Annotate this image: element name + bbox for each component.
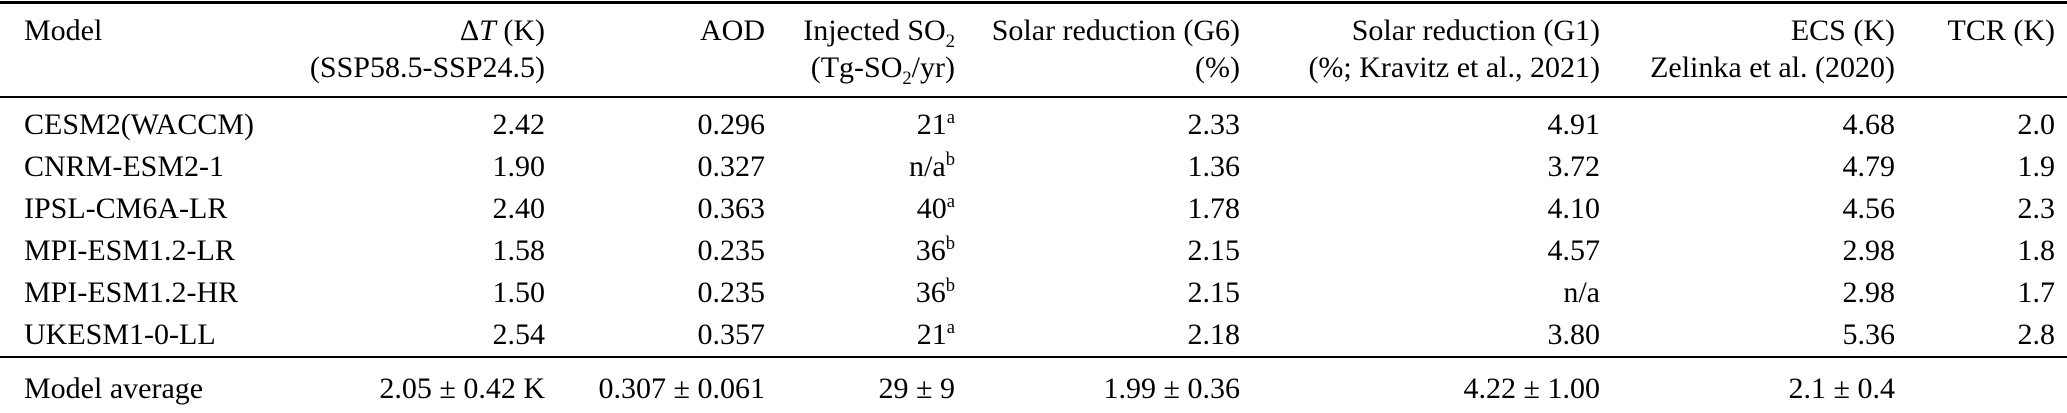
cell-ecs: 2.98 <box>1842 234 1896 267</box>
header-row: Model ΔT (K) (SSP58.5-SSP24.5) AOD Injec… <box>0 2 2067 98</box>
table-row-ukesm1-0-ll: UKESM1-0-LL 2.54 0.357 21a 2.18 3.80 5.3… <box>0 314 2067 357</box>
table-row-mpi-esm1-2-hr: MPI-ESM1.2-HR 1.50 0.235 36b 2.15 n/a 2.… <box>0 272 2067 314</box>
cell-aod: 0.357 <box>697 318 766 351</box>
cell-ecs: 5.36 <box>1842 318 1896 351</box>
cell-delta-t: 2.54 <box>492 318 546 351</box>
cell-tcr: 1.9 <box>2017 150 2056 183</box>
header-line1: ECS (K) <box>1790 14 1895 47</box>
cell-model: UKESM1-0-LL <box>24 318 216 351</box>
column-header-injected-so2: Injected SO2 (Tg-SO2/yr) <box>765 2 955 98</box>
header-line1: Model <box>24 14 103 47</box>
cell-solar-reduction-g6: 2.15 <box>1187 234 1241 267</box>
header-line1: Solar reduction (G6) <box>991 14 1240 47</box>
cell-injected-so2: 29 ± 9 <box>765 356 955 413</box>
column-header-aod: AOD <box>545 2 765 98</box>
header-line2: (Tg-SO2/yr) <box>810 51 955 89</box>
cell-solar-reduction-g6: 1.36 <box>1187 150 1241 183</box>
column-header-ecs: ECS (K) Zelinka et al. (2020) <box>1600 2 1895 98</box>
cell-tcr: 2.3 <box>2017 192 2056 225</box>
cell-solar-reduction-g6: 2.33 <box>1187 108 1241 141</box>
cell-ecs: 4.68 <box>1842 108 1896 141</box>
cell-model: IPSL-CM6A-LR <box>24 192 228 225</box>
cell-delta-t: 2.40 <box>492 192 546 225</box>
cell-injected-so2: 36b <box>915 275 955 309</box>
cell-injected-so2: 21a <box>916 107 955 141</box>
cell-injected-so2: 40a <box>916 191 955 225</box>
cell-tcr: 2.0 <box>2017 108 2056 141</box>
cell-solar-reduction-g1: 4.10 <box>1547 192 1601 225</box>
table-header: Model ΔT (K) (SSP58.5-SSP24.5) AOD Injec… <box>0 2 2067 98</box>
cell-solar-reduction-g1: 4.91 <box>1547 108 1601 141</box>
cell-solar-reduction-g6: 2.15 <box>1187 276 1241 309</box>
column-header-solar-reduction-g1: Solar reduction (G1) (%; Kravitz et al.,… <box>1240 2 1600 98</box>
cell-delta-t: 2.05 ± 0.42 K <box>295 356 545 413</box>
cell-tcr: 1.8 <box>2017 234 2056 267</box>
cell-injected-so2: 21a <box>916 317 955 351</box>
header-line1: Solar reduction (G1) <box>1351 14 1600 47</box>
cell-aod: 0.235 <box>697 276 766 309</box>
cell-tcr: 1.7 <box>2017 276 2056 309</box>
table-row-mpi-esm1-2-lr: MPI-ESM1.2-LR 1.58 0.235 36b 2.15 4.57 2… <box>0 230 2067 272</box>
cell-solar-reduction-g1: n/a <box>1563 276 1600 309</box>
header-line2: (%) <box>1195 51 1240 84</box>
cell-ecs: 4.56 <box>1842 192 1896 225</box>
cell-aod: 0.235 <box>697 234 766 267</box>
table-row-model-average: Model average 2.05 ± 0.42 K 0.307 ± 0.06… <box>0 356 2067 413</box>
cell-solar-reduction-g1: 4.57 <box>1547 234 1601 267</box>
header-line1: ΔT (K) <box>459 14 545 47</box>
cell-ecs: 2.1 ± 0.4 <box>1600 356 1895 413</box>
header-line1: Injected SO2 <box>803 14 955 52</box>
cell-ecs: 4.79 <box>1842 150 1896 183</box>
table-row-cnrm-esm2-1: CNRM-ESM2-1 1.90 0.327 n/ab 1.36 3.72 4.… <box>0 146 2067 188</box>
cell-solar-reduction-g6: 1.78 <box>1187 192 1241 225</box>
cell-delta-t: 1.58 <box>492 234 546 267</box>
cell-solar-reduction-g1: 3.72 <box>1547 150 1601 183</box>
header-line2: (%; Kravitz et al., 2021) <box>1308 51 1600 84</box>
cell-ecs: 2.98 <box>1842 276 1896 309</box>
header-line2: Zelinka et al. (2020) <box>1650 51 1895 84</box>
cell-aod: 0.327 <box>697 150 766 183</box>
cell-model: CNRM-ESM2-1 <box>24 150 225 183</box>
header-line2 <box>1895 49 2055 86</box>
cell-tcr: 2.8 <box>2017 318 2056 351</box>
cell-model: Model average <box>0 356 295 413</box>
cell-delta-t: 1.50 <box>492 276 546 309</box>
header-line1: AOD <box>700 14 765 47</box>
header-line1: TCR (K) <box>1947 14 2056 47</box>
cell-solar-reduction-g1: 4.22 ± 1.00 <box>1240 356 1600 413</box>
cell-model: MPI-ESM1.2-LR <box>24 234 235 267</box>
header-line2 <box>24 49 295 86</box>
column-header-tcr: TCR (K) <box>1895 2 2067 98</box>
cell-solar-reduction-g6: 1.99 ± 0.36 <box>955 356 1240 413</box>
cell-model: MPI-ESM1.2-HR <box>24 276 239 309</box>
table-body: CESM2(WACCM) 2.42 0.296 21a 2.33 4.91 4.… <box>0 97 2067 413</box>
table-row-cesm2-waccm: CESM2(WACCM) 2.42 0.296 21a 2.33 4.91 4.… <box>0 97 2067 146</box>
cell-injected-so2: 36b <box>915 233 955 267</box>
column-header-solar-reduction-g6: Solar reduction (G6) (%) <box>955 2 1240 98</box>
table-row-ipsl-cm6a-lr: IPSL-CM6A-LR 2.40 0.363 40a 1.78 4.10 4.… <box>0 188 2067 230</box>
column-header-model: Model <box>0 2 295 98</box>
cell-aod: 0.307 ± 0.061 <box>545 356 765 413</box>
cell-aod: 0.363 <box>697 192 766 225</box>
cell-delta-t: 2.42 <box>492 108 546 141</box>
header-line2: (SSP58.5-SSP24.5) <box>309 51 545 84</box>
cell-solar-reduction-g6: 2.18 <box>1187 318 1241 351</box>
cell-tcr <box>1895 356 2067 413</box>
cell-injected-so2: n/ab <box>909 149 955 183</box>
cell-aod: 0.296 <box>697 108 766 141</box>
cell-solar-reduction-g1: 3.80 <box>1547 318 1601 351</box>
cell-model: CESM2(WACCM) <box>24 108 255 141</box>
column-header-delta-t: ΔT (K) (SSP58.5-SSP24.5) <box>295 2 545 98</box>
cell-delta-t: 1.90 <box>492 150 546 183</box>
header-line2 <box>545 49 765 86</box>
